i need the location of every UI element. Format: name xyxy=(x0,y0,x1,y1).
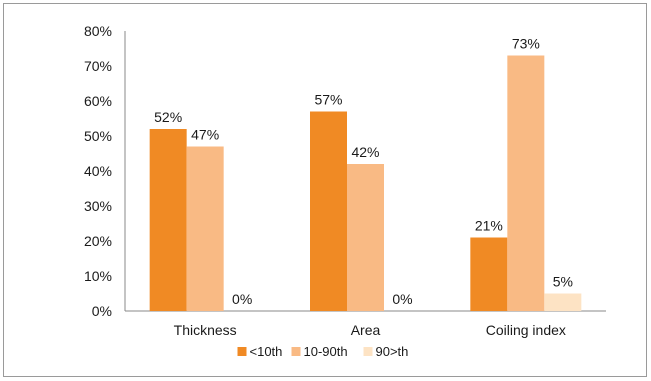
legend-swatch xyxy=(291,347,301,356)
legend: <10th 10-90th 90>th xyxy=(237,344,409,359)
y-tick-label: 10% xyxy=(84,268,112,284)
bar xyxy=(544,293,582,311)
category-label: Thickness xyxy=(174,322,237,338)
y-tick-label: 70% xyxy=(84,58,112,74)
data-label: 52% xyxy=(154,109,182,125)
category-labels-group: Thickness Area Coiling index xyxy=(174,322,566,338)
legend-label: <10th xyxy=(250,344,283,359)
bar xyxy=(186,146,224,311)
y-tick-label: 80% xyxy=(84,23,112,39)
y-tick-label: 20% xyxy=(84,233,112,249)
data-label: 73% xyxy=(512,36,540,52)
data-labels-group: 52% 47% 0% 57% 42% 0% 21% 73% 5% xyxy=(154,36,573,308)
bar xyxy=(347,164,384,311)
category-label: Area xyxy=(351,322,381,338)
y-tick-label: 50% xyxy=(84,128,112,144)
bars-group xyxy=(149,55,582,311)
bar xyxy=(310,111,347,311)
category-label: Coiling index xyxy=(486,322,566,338)
data-label: 0% xyxy=(232,291,252,307)
data-label: 57% xyxy=(314,92,342,108)
data-label: 5% xyxy=(553,274,573,290)
data-label: 21% xyxy=(475,218,503,234)
y-tick-label: 30% xyxy=(84,198,112,214)
legend-label: 10-90th xyxy=(304,344,348,359)
legend-swatch xyxy=(237,347,247,356)
bar xyxy=(149,129,187,311)
bar xyxy=(470,237,508,311)
data-label: 0% xyxy=(392,291,412,307)
legend-swatch xyxy=(363,347,373,356)
y-tick-label: 60% xyxy=(84,93,112,109)
y-tick-label: 40% xyxy=(84,163,112,179)
legend-label: 90>th xyxy=(376,344,409,359)
y-tick-label: 0% xyxy=(92,303,112,319)
data-label: 42% xyxy=(351,144,379,160)
data-label: 47% xyxy=(191,127,219,143)
bar xyxy=(507,55,545,311)
y-axis-ticks: 0% 10% 20% 30% 40% 50% 60% 70% 80% xyxy=(84,23,112,319)
